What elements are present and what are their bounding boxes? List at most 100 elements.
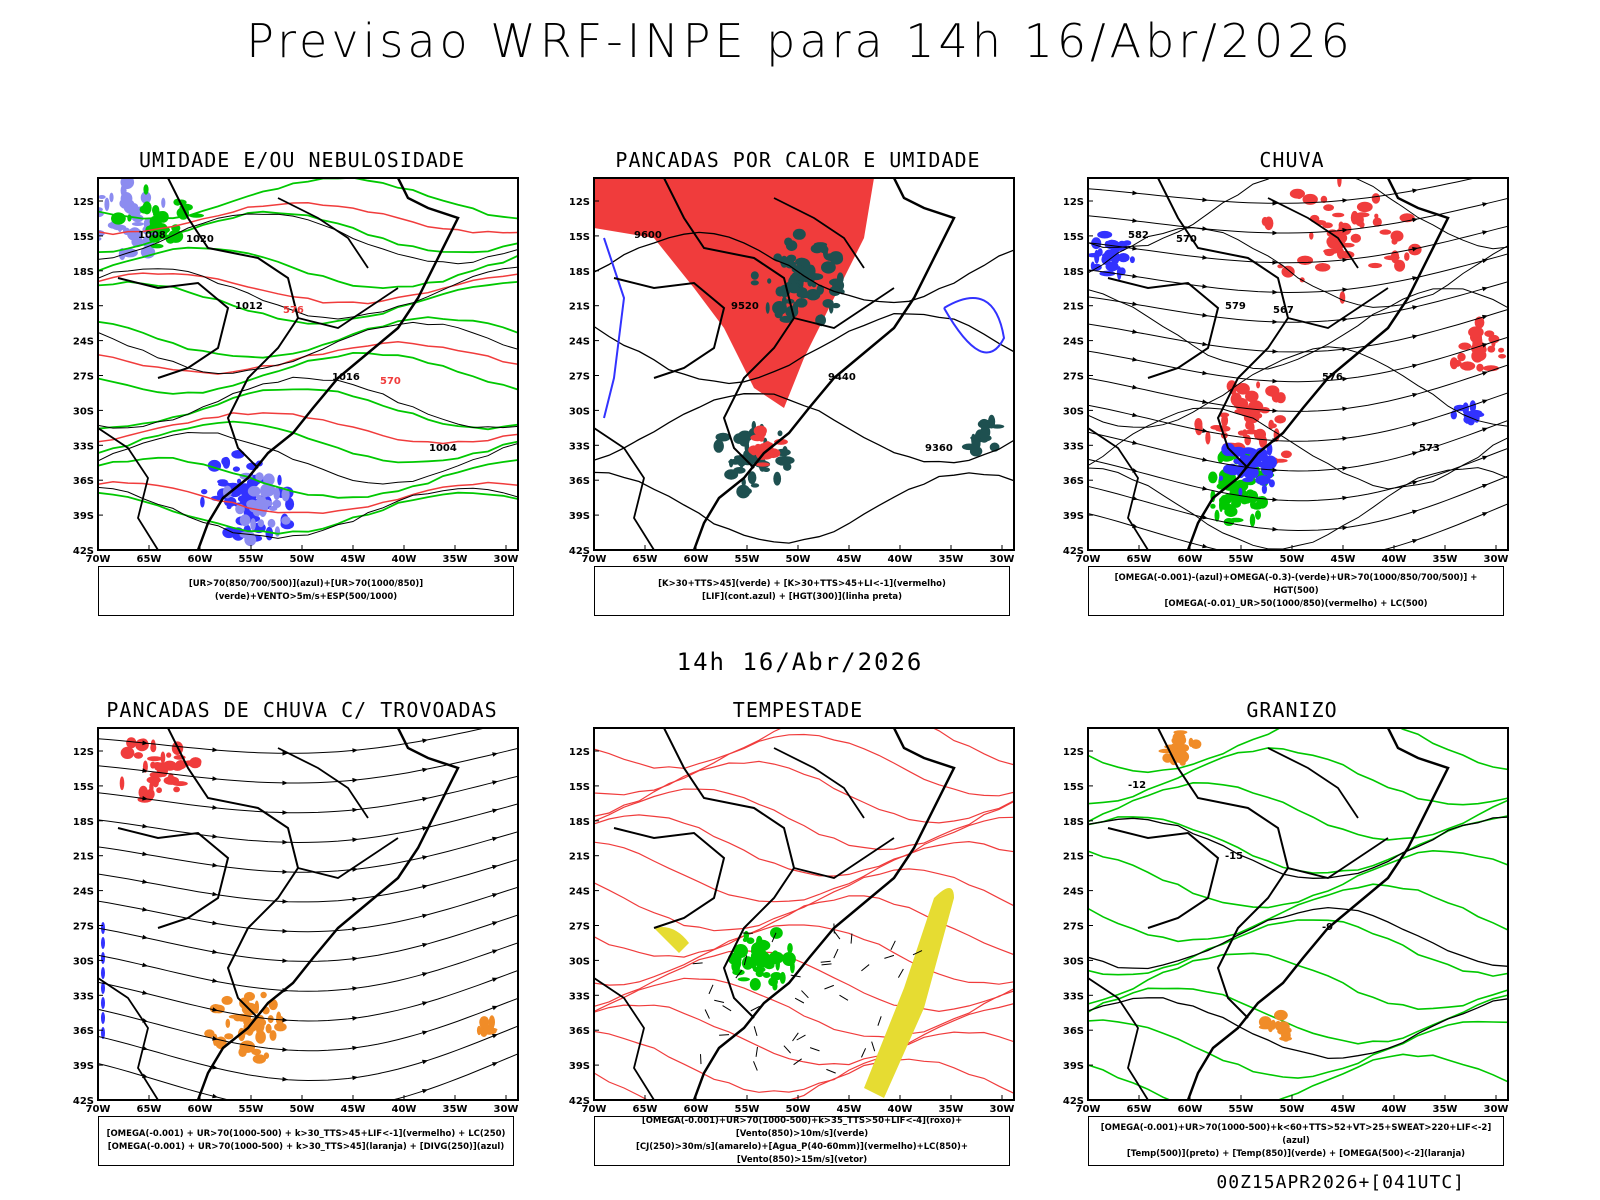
lon-tick-label: 50W <box>1280 554 1305 565</box>
humidity-contour <box>98 388 518 431</box>
rain-area <box>1332 212 1345 218</box>
streamline <box>1088 392 1508 442</box>
streamline <box>98 728 488 754</box>
lat-tick-label: 42S <box>569 546 590 557</box>
temp-850-contour <box>1088 849 1508 909</box>
instability-area <box>750 434 765 442</box>
thunderstorm-area <box>152 777 159 788</box>
humidity-area <box>247 485 261 497</box>
thunderstorm-area <box>224 1033 234 1040</box>
lat-tick-label: 30S <box>569 406 590 417</box>
streamline <box>98 859 518 903</box>
lat-tick-label: 39S <box>1063 1061 1084 1072</box>
map-figure: 582 579 576 573 570 567 12S 15S 18S 21S 24S 27S 30S 3… <box>1063 168 1509 565</box>
lon-tick-label: 45W <box>341 554 366 565</box>
lat-tick-label: 33S <box>1063 991 1084 1002</box>
rain-area <box>1244 434 1251 446</box>
streamline-arrow <box>422 884 428 890</box>
temp-500-contour <box>1088 997 1508 1060</box>
instability-area <box>773 471 782 486</box>
lon-tick-label: 35W <box>443 1104 468 1115</box>
wind-vector <box>753 1026 758 1037</box>
rain-area <box>1354 213 1364 227</box>
instability-area <box>750 483 760 488</box>
instability-area <box>800 267 814 276</box>
lat-tick-label: 15S <box>73 232 94 243</box>
omega-area <box>1258 1016 1272 1028</box>
lat-tick-label: 15S <box>569 232 590 243</box>
lon-tick-label: 65W <box>1127 1104 1152 1115</box>
streamline-arrow <box>1202 226 1208 231</box>
panel-legend: [OMEGA(-0.001)+UR>70(1000-500)+k>35_TTS>… <box>594 1116 1010 1166</box>
rain-area <box>1379 229 1392 235</box>
streamline <box>1088 281 1508 323</box>
state-border <box>613 827 726 929</box>
rain-area <box>1266 469 1271 481</box>
thunderstorm-area <box>172 764 183 771</box>
streamline-arrow <box>282 1047 288 1052</box>
rain-area <box>1308 168 1322 177</box>
height-contour <box>594 471 1014 544</box>
lon-tick-label: 45W <box>1331 554 1356 565</box>
lat-tick-label: 12S <box>569 747 590 758</box>
wind-vector <box>753 1061 758 1071</box>
thunderstorm-area <box>147 756 163 762</box>
streamline-arrow <box>422 855 428 860</box>
state-border <box>613 277 726 379</box>
humidity-area <box>244 533 257 547</box>
divergence-area <box>101 997 105 1009</box>
lat-tick-label: 36S <box>569 476 590 487</box>
country-border <box>167 728 300 1019</box>
rain-area <box>1194 418 1203 430</box>
humidity-area <box>129 209 141 216</box>
streamline-850 <box>594 1030 1014 1093</box>
state-border <box>1267 747 1389 879</box>
map-figure: -12 -15 -9 12S 15S 18S 21S 24S 27S 30S 33S 36S 39S 42… <box>1063 727 1509 1115</box>
lat-tick-label: 39S <box>1063 511 1084 522</box>
humidity-area <box>250 518 256 531</box>
rain-area <box>1239 387 1248 394</box>
streamline <box>1088 253 1508 294</box>
contour-label: 1004 <box>429 443 457 454</box>
contour-label: 1012 <box>235 301 263 312</box>
lon-tick-label: 60W <box>188 554 213 565</box>
lon-tick-label: 50W <box>290 1104 315 1115</box>
lat-tick-label: 42S <box>73 1096 94 1107</box>
streamline-850 <box>594 814 1014 877</box>
instability-area <box>782 446 788 458</box>
humidity-area <box>155 234 171 239</box>
lon-tick-label: 30W <box>494 554 519 565</box>
lon-tick-label: 60W <box>684 554 709 565</box>
lon-tick-label: 60W <box>684 1104 709 1115</box>
lon-tick-label: 55W <box>1229 1104 1254 1115</box>
panel-legend: [OMEGA(-0.001) + UR>70(1000-500) + k>30_… <box>98 1116 514 1166</box>
rain-area <box>1469 400 1477 413</box>
streamline-arrow <box>352 777 358 783</box>
rain-area <box>1324 249 1335 257</box>
temp-850-contour <box>1088 987 1508 1045</box>
streamline-arrow <box>352 1016 358 1021</box>
temp-850-contour <box>1088 815 1508 874</box>
contour-label: 570 <box>1176 234 1197 245</box>
humidity-area <box>143 184 149 195</box>
rain-area <box>1244 429 1260 435</box>
streamline <box>1088 503 1508 550</box>
streamline-arrow <box>1202 197 1208 203</box>
wind-area <box>749 978 761 991</box>
lat-tick-label: 12S <box>569 197 590 208</box>
streamline-arrow <box>352 837 358 843</box>
lat-tick-label: 36S <box>73 1026 94 1037</box>
temp-850-contour <box>1088 883 1508 943</box>
wind-area <box>787 943 793 954</box>
instability-area <box>777 430 783 437</box>
rain-area <box>1484 330 1495 337</box>
map-panel-3: CHUVA 582 579 576 573 570 567 12S 15S 18S 21S 24S 27… <box>1052 148 1532 648</box>
lon-tick-label: 70W <box>1076 1104 1101 1115</box>
height-contour <box>594 231 1014 304</box>
streamline-arrow <box>142 934 148 940</box>
streamline-arrow <box>212 1093 218 1099</box>
omega-area <box>1279 1024 1288 1033</box>
lon-tick-label: 60W <box>1178 554 1203 565</box>
streamline-arrow <box>142 990 148 995</box>
